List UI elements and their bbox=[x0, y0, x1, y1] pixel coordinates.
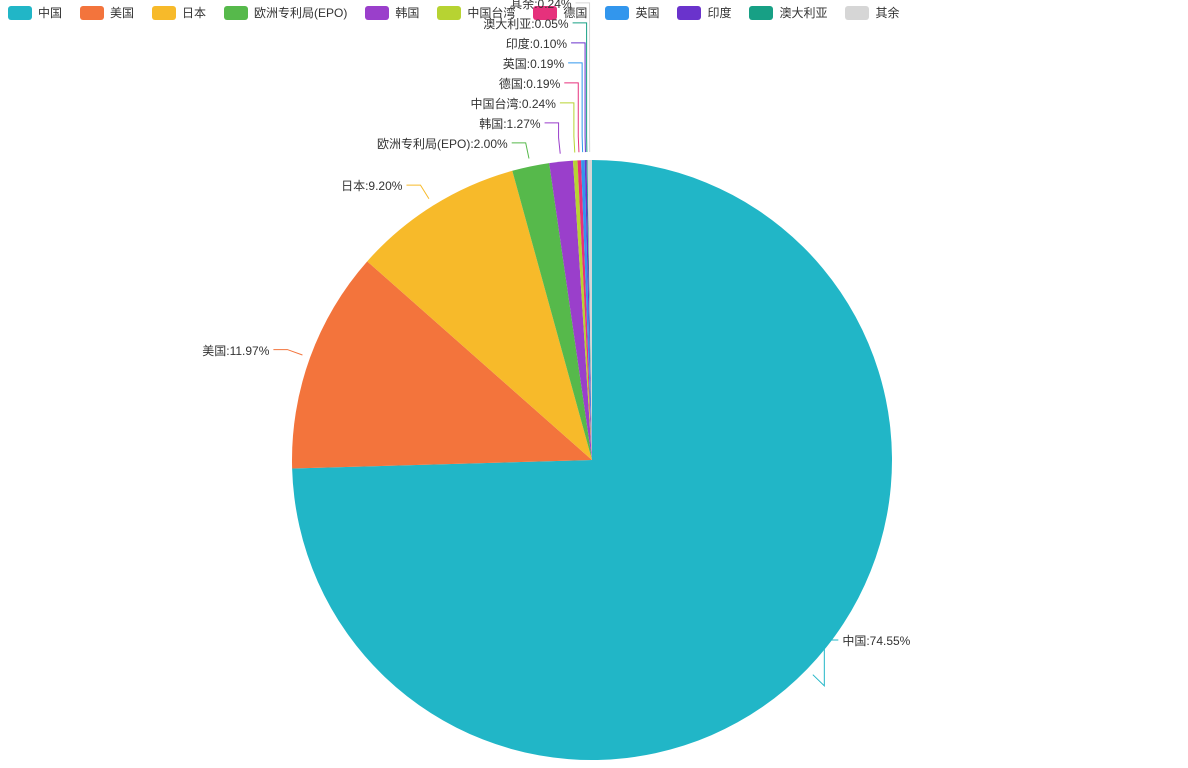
slice-label: 中国:74.55% bbox=[842, 632, 910, 649]
slice-label: 日本:9.20% bbox=[341, 177, 402, 194]
slice-label: 印度:0.10% bbox=[506, 35, 567, 52]
slice-label: 韩国:1.27% bbox=[479, 115, 540, 132]
slice-label: 其余:0.24% bbox=[510, 0, 571, 12]
slice-label: 中国台湾:0.24% bbox=[471, 95, 556, 112]
slice-label: 澳大利亚:0.05% bbox=[483, 15, 568, 32]
pie-chart: 中国美国日本欧洲专利局(EPO)韩国中国台湾德国英国印度澳大利亚其余 中国:74… bbox=[0, 0, 1188, 768]
pie-svg bbox=[0, 0, 1188, 768]
slice-label: 美国:11.97% bbox=[202, 342, 269, 359]
slice-label: 欧洲专利局(EPO):2.00% bbox=[377, 135, 508, 152]
slice-label: 德国:0.19% bbox=[499, 75, 560, 92]
slice-label: 英国:0.19% bbox=[503, 55, 564, 72]
